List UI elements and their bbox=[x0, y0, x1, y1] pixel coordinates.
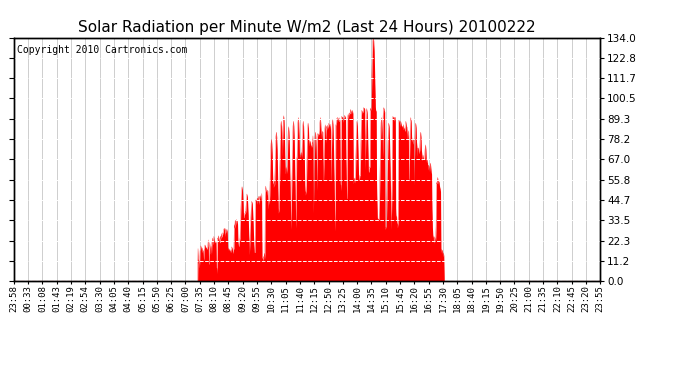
Title: Solar Radiation per Minute W/m2 (Last 24 Hours) 20100222: Solar Radiation per Minute W/m2 (Last 24… bbox=[78, 20, 536, 35]
Text: Copyright 2010 Cartronics.com: Copyright 2010 Cartronics.com bbox=[17, 45, 187, 55]
